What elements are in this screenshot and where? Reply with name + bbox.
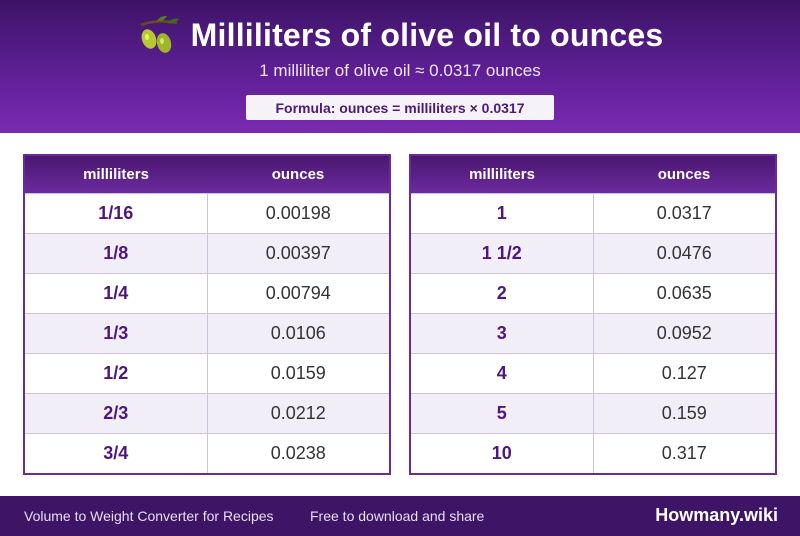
milliliters-cell: 1/16 [24,193,208,234]
footer-bar: Volume to Weight Converter for Recipes F… [0,496,800,536]
ounces-cell: 0.00198 [207,193,390,234]
conversion-table-right: milliliters ounces 1 0.0317 1 1/2 0.0476 2… [409,154,777,475]
ounces-cell: 0.0952 [593,313,776,354]
table-row: 1 1/2 0.0476 [410,233,776,274]
table-row: 1/4 0.00794 [24,273,390,314]
ounces-cell: 0.0317 [593,193,776,234]
ounces-cell: 0.0159 [207,353,390,394]
column-header-ounces: ounces [207,155,390,194]
milliliters-cell: 1 1/2 [410,233,594,274]
milliliters-cell: 1/3 [24,313,208,354]
table-header-row: milliliters ounces [24,155,390,194]
ounces-cell: 0.127 [593,353,776,394]
ounces-cell: 0.00794 [207,273,390,314]
column-header-milliliters: milliliters [410,155,593,194]
milliliters-cell: 1/4 [24,273,208,314]
ounces-cell: 0.00397 [207,233,390,274]
milliliters-cell: 3/4 [24,433,208,474]
table-row: 1/16 0.00198 [24,193,390,234]
ounces-cell: 0.0238 [207,433,390,474]
ounces-cell: 0.317 [593,433,776,474]
table-row: 1/2 0.0159 [24,353,390,394]
brand-logo-text: Howmany.wiki [655,505,778,525]
ounces-cell: 0.0635 [593,273,776,314]
column-header-ounces: ounces [593,155,776,194]
table-row: 10 0.317 [410,433,776,474]
milliliters-cell: 2 [410,273,594,314]
table-row: 1/3 0.0106 [24,313,390,354]
footer-share-note: Free to download and share [310,508,485,524]
table-row: 4 0.127 [410,353,776,394]
header-banner: Milliliters of olive oil to ounces 1 mil… [0,0,800,133]
title-row: Milliliters of olive oil to ounces [0,14,800,56]
milliliters-cell: 4 [410,353,594,394]
olive-icon [140,15,179,53]
milliliters-cell: 10 [410,433,594,474]
ounces-cell: 0.0106 [207,313,390,354]
table-header-row: milliliters ounces [410,155,776,194]
ounces-cell: 0.0212 [207,393,390,434]
conversion-table-left: milliliters ounces 1/16 0.00198 1/8 0.0039… [23,154,391,475]
footer-tagline: Volume to Weight Converter for Recipes [24,508,274,524]
milliliters-cell: 1/8 [24,233,208,274]
page-subtitle: 1 milliliter of olive oil ≈ 0.0317 ounce… [259,61,541,80]
table-row: 2/3 0.0212 [24,393,390,434]
table-row: 2 0.0635 [410,273,776,314]
milliliters-cell: 1 [410,193,594,234]
column-header-milliliters: milliliters [24,155,207,194]
milliliters-cell: 2/3 [24,393,208,434]
milliliters-cell: 1/2 [24,353,208,394]
formula-badge: Formula: ounces = milliliters × 0.0317 [246,95,554,120]
page-title: Milliliters of olive oil to ounces [190,16,664,53]
table-row: 3 0.0952 [410,313,776,354]
table-row: 5 0.159 [410,393,776,434]
milliliters-cell: 5 [410,393,594,434]
table-row: 1/8 0.00397 [24,233,390,274]
table-row: 1 0.0317 [410,193,776,234]
ounces-cell: 0.0476 [593,233,776,274]
table-row: 3/4 0.0238 [24,433,390,474]
ounces-cell: 0.159 [593,393,776,434]
milliliters-cell: 3 [410,313,594,354]
